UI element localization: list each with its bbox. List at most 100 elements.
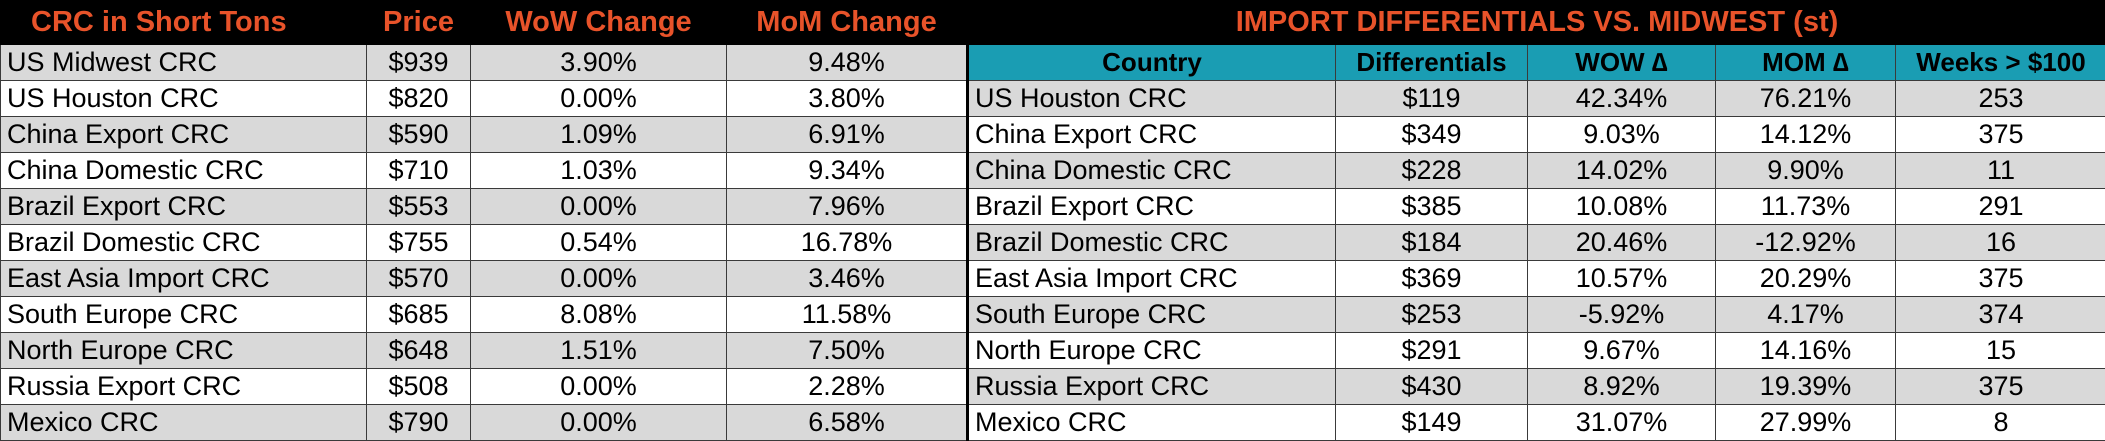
differentials-title-row: IMPORT DIFFERENTIALS VS. MIDWEST (st) [968, 1, 2105, 45]
diff-name-cell: Mexico CRC [968, 405, 1336, 441]
diff-name-cell: US Houston CRC [968, 81, 1336, 117]
crc-mom-cell: 9.34% [727, 153, 967, 189]
diff-wow-cell: 10.57% [1528, 261, 1716, 297]
diff-mom-cell: 19.39% [1716, 369, 1896, 405]
differentials-header-country: Country [968, 45, 1336, 81]
crc-wow-cell: 0.00% [471, 369, 727, 405]
diff-name-cell: South Europe CRC [968, 297, 1336, 333]
differentials-header-wow: WOW ∆ [1528, 45, 1716, 81]
diff-wow-cell: -5.92% [1528, 297, 1716, 333]
diff-name-cell: China Domestic CRC [968, 153, 1336, 189]
diff-name-cell: East Asia Import CRC [968, 261, 1336, 297]
diff-wow-cell: 8.92% [1528, 369, 1716, 405]
diff-mom-cell: 27.99% [1716, 405, 1896, 441]
crc-price-cell: $685 [367, 297, 471, 333]
diff-value-cell: $369 [1336, 261, 1528, 297]
diff-weeks-cell: 253 [1896, 81, 2105, 117]
diff-mom-cell: 4.17% [1716, 297, 1896, 333]
diff-name-cell: Brazil Export CRC [968, 189, 1336, 225]
crc-price-cell: $553 [367, 189, 471, 225]
crc-price-cell: $939 [367, 45, 471, 81]
diff-weeks-cell: 375 [1896, 369, 2105, 405]
differentials-header-weeks: Weeks > $100 [1896, 45, 2105, 81]
crc-name-cell: Russia Export CRC [1, 369, 367, 405]
diff-mom-cell: 14.16% [1716, 333, 1896, 369]
crc-price-cell: $508 [367, 369, 471, 405]
crc-mom-cell: 9.48% [727, 45, 967, 81]
diff-wow-cell: 14.02% [1528, 153, 1716, 189]
crc-name-cell: US Midwest CRC [1, 45, 367, 81]
diff-name-cell: North Europe CRC [968, 333, 1336, 369]
diff-mom-cell: 76.21% [1716, 81, 1896, 117]
crc-name-cell: Brazil Export CRC [1, 189, 367, 225]
crc-wow-cell: 0.54% [471, 225, 727, 261]
diff-name-cell: China Export CRC [968, 117, 1336, 153]
crc-price-cell: $710 [367, 153, 471, 189]
diff-mom-cell: 14.12% [1716, 117, 1896, 153]
crc-name-cell: North Europe CRC [1, 333, 367, 369]
diff-value-cell: $430 [1336, 369, 1528, 405]
crc-mom-cell: 3.80% [727, 81, 967, 117]
crc-name-cell: South Europe CRC [1, 297, 367, 333]
diff-mom-cell: -12.92% [1716, 225, 1896, 261]
diff-wow-cell: 9.67% [1528, 333, 1716, 369]
crc-mom-cell: 7.50% [727, 333, 967, 369]
crc-price-cell: $648 [367, 333, 471, 369]
diff-wow-cell: 9.03% [1528, 117, 1716, 153]
diff-mom-cell: 20.29% [1716, 261, 1896, 297]
crc-price-cell: $590 [367, 117, 471, 153]
diff-value-cell: $349 [1336, 117, 1528, 153]
crc-price-cell: $570 [367, 261, 471, 297]
crc-wow-cell: 0.00% [471, 261, 727, 297]
crc-wow-cell: 1.09% [471, 117, 727, 153]
diff-weeks-cell: 11 [1896, 153, 2105, 189]
crc-price-cell: $820 [367, 81, 471, 117]
crc-name-cell: China Export CRC [1, 117, 367, 153]
crc-wow-cell: 8.08% [471, 297, 727, 333]
diff-value-cell: $149 [1336, 405, 1528, 441]
diff-weeks-cell: 374 [1896, 297, 2105, 333]
diff-wow-cell: 20.46% [1528, 225, 1716, 261]
crc-mom-cell: 3.46% [727, 261, 967, 297]
diff-weeks-cell: 291 [1896, 189, 2105, 225]
differentials-header-diff: Differentials [1336, 45, 1528, 81]
differentials-header-row: Country Differentials WOW ∆ MOM ∆ Weeks … [968, 45, 2105, 81]
crc-wow-cell: 1.51% [471, 333, 727, 369]
crc-wow-cell: 0.00% [471, 405, 727, 441]
import-differentials-grid: IMPORT DIFFERENTIALS VS. MIDWEST (st) Co… [966, 0, 2105, 441]
crc-header-wow: WoW Change [471, 1, 727, 45]
crc-header-mom: MoM Change [727, 1, 967, 45]
diff-mom-cell: 11.73% [1716, 189, 1896, 225]
crc-name-cell: China Domestic CRC [1, 153, 367, 189]
diff-weeks-cell: 375 [1896, 117, 2105, 153]
diff-weeks-cell: 16 [1896, 225, 2105, 261]
crc-price-table: CRC in Short Tons Price WoW Change MoM C… [0, 0, 966, 441]
crc-wow-cell: 0.00% [471, 81, 727, 117]
crc-mom-cell: 7.96% [727, 189, 967, 225]
import-differentials-table: IMPORT DIFFERENTIALS VS. MIDWEST (st) Co… [966, 0, 2105, 441]
diff-value-cell: $291 [1336, 333, 1528, 369]
crc-mom-cell: 6.58% [727, 405, 967, 441]
crc-mom-cell: 6.91% [727, 117, 967, 153]
crc-name-cell: East Asia Import CRC [1, 261, 367, 297]
diff-wow-cell: 42.34% [1528, 81, 1716, 117]
crc-mom-cell: 11.58% [727, 297, 967, 333]
crc-name-cell: US Houston CRC [1, 81, 367, 117]
crc-price-grid: CRC in Short Tons Price WoW Change MoM C… [0, 0, 967, 441]
crc-header-row: CRC in Short Tons Price WoW Change MoM C… [1, 1, 967, 45]
